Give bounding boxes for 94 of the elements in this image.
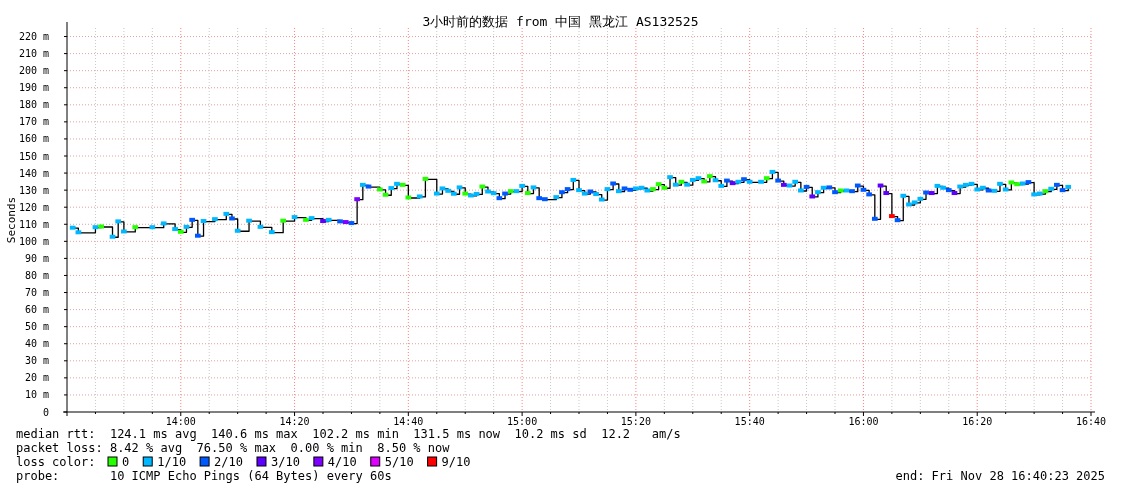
x-tick-label: 16:00 <box>848 416 879 427</box>
point <box>405 195 412 200</box>
y-axis-title: Seconds <box>5 196 18 244</box>
point <box>928 191 935 196</box>
legend-label: 0 <box>122 455 130 469</box>
point <box>502 191 508 196</box>
legend-label: 1/10 <box>157 455 187 469</box>
point <box>189 217 195 222</box>
point <box>854 183 861 188</box>
point <box>707 174 713 179</box>
y-tick-label: 40 m <box>24 338 49 350</box>
legend-label: 9/10 <box>441 455 471 469</box>
legend-title: loss color: <box>16 455 96 469</box>
y-tick-label: 120 m <box>18 201 49 213</box>
point <box>303 217 309 222</box>
y-tick-label: 50 m <box>24 321 49 333</box>
point <box>507 189 514 194</box>
point <box>889 214 895 219</box>
point <box>229 216 235 221</box>
point <box>132 225 139 230</box>
y-tick-label: 150 m <box>18 150 49 162</box>
y-tick-label: 0 <box>42 406 49 418</box>
point <box>462 191 469 196</box>
point <box>763 176 770 181</box>
point <box>1054 182 1060 187</box>
point <box>837 188 844 193</box>
y-tick-label: 20 m <box>24 372 49 384</box>
point <box>849 189 855 194</box>
y-tick-label: 130 m <box>18 184 49 196</box>
point <box>280 218 287 223</box>
y-tick-label: 80 m <box>24 269 49 281</box>
point <box>195 233 201 238</box>
x-tick-label: 14:00 <box>165 416 196 427</box>
y-tick-label: 160 m <box>18 133 49 145</box>
point <box>627 187 634 192</box>
point <box>871 216 878 221</box>
point <box>479 184 486 189</box>
point <box>650 187 656 192</box>
point <box>809 194 816 199</box>
x-tick-label: 15:40 <box>734 416 765 427</box>
point <box>177 229 184 234</box>
point <box>1014 182 1020 187</box>
y-tick-label: 220 m <box>18 31 49 43</box>
point <box>377 187 383 192</box>
point <box>775 178 781 183</box>
y-tick-label: 170 m <box>18 116 49 128</box>
text: median rtt: 124.1 ms avg 140.6 ms max 102.2 ms min 131.5 ms now 10.2 ms sd 12.2 am/s <box>16 427 681 441</box>
point <box>661 185 668 190</box>
point <box>945 188 952 193</box>
point <box>780 182 787 187</box>
text: probe: 10 ICMP Echo Pings (64 Bytes) every 60s <box>16 469 392 483</box>
y-tick-label: 60 m <box>24 304 49 316</box>
legend-label: 2/10 <box>214 455 244 469</box>
point <box>832 190 838 195</box>
x-tick-label: 14:20 <box>279 416 310 427</box>
y-tick-label: 180 m <box>18 99 49 111</box>
x-tick-label: 16:40 <box>1075 416 1107 427</box>
y-tick-label: 90 m <box>24 252 49 264</box>
point <box>866 192 872 197</box>
x-tick-label: 15:20 <box>620 416 651 427</box>
legend-label: 4/10 <box>327 455 357 469</box>
point <box>524 191 531 196</box>
y-tick-label: 30 m <box>24 355 49 367</box>
legend-label: 5/10 <box>384 455 414 469</box>
point <box>724 178 730 183</box>
point <box>741 177 747 182</box>
point <box>826 185 833 190</box>
x-tick-label: 16:20 <box>962 416 993 427</box>
point <box>342 220 349 225</box>
y-tick-label: 10 m <box>24 389 49 401</box>
point <box>536 196 543 201</box>
text: packet loss: 8.42 % avg 76.50 % max 0.00 % min 8.50 % now <box>16 441 451 455</box>
point <box>701 179 707 184</box>
point <box>354 197 360 202</box>
y-tick-label: 100 m <box>18 235 49 247</box>
y-tick-label: 110 m <box>18 218 49 230</box>
point <box>610 181 616 186</box>
point <box>542 197 548 202</box>
x-tick-label: 15:00 <box>507 416 538 427</box>
point <box>923 190 929 195</box>
y-tick-label: 70 m <box>24 287 49 299</box>
point <box>337 219 343 224</box>
y-tick-label: 140 m <box>18 167 49 179</box>
point <box>98 224 104 229</box>
text: end: Fri Nov 28 16:40:23 2025 <box>895 469 1105 483</box>
point <box>883 191 890 196</box>
y-tick-label: 190 m <box>18 82 49 94</box>
chart-title: 3小时前的数据 from 中国 黑龙江 AS132525 <box>422 14 699 29</box>
y-tick-label: 210 m <box>18 48 49 60</box>
y-tick-label: 200 m <box>18 65 49 77</box>
legend-label: 3/10 <box>270 455 300 469</box>
x-tick-label: 14:40 <box>393 416 424 427</box>
point <box>320 219 326 224</box>
point <box>559 190 565 195</box>
